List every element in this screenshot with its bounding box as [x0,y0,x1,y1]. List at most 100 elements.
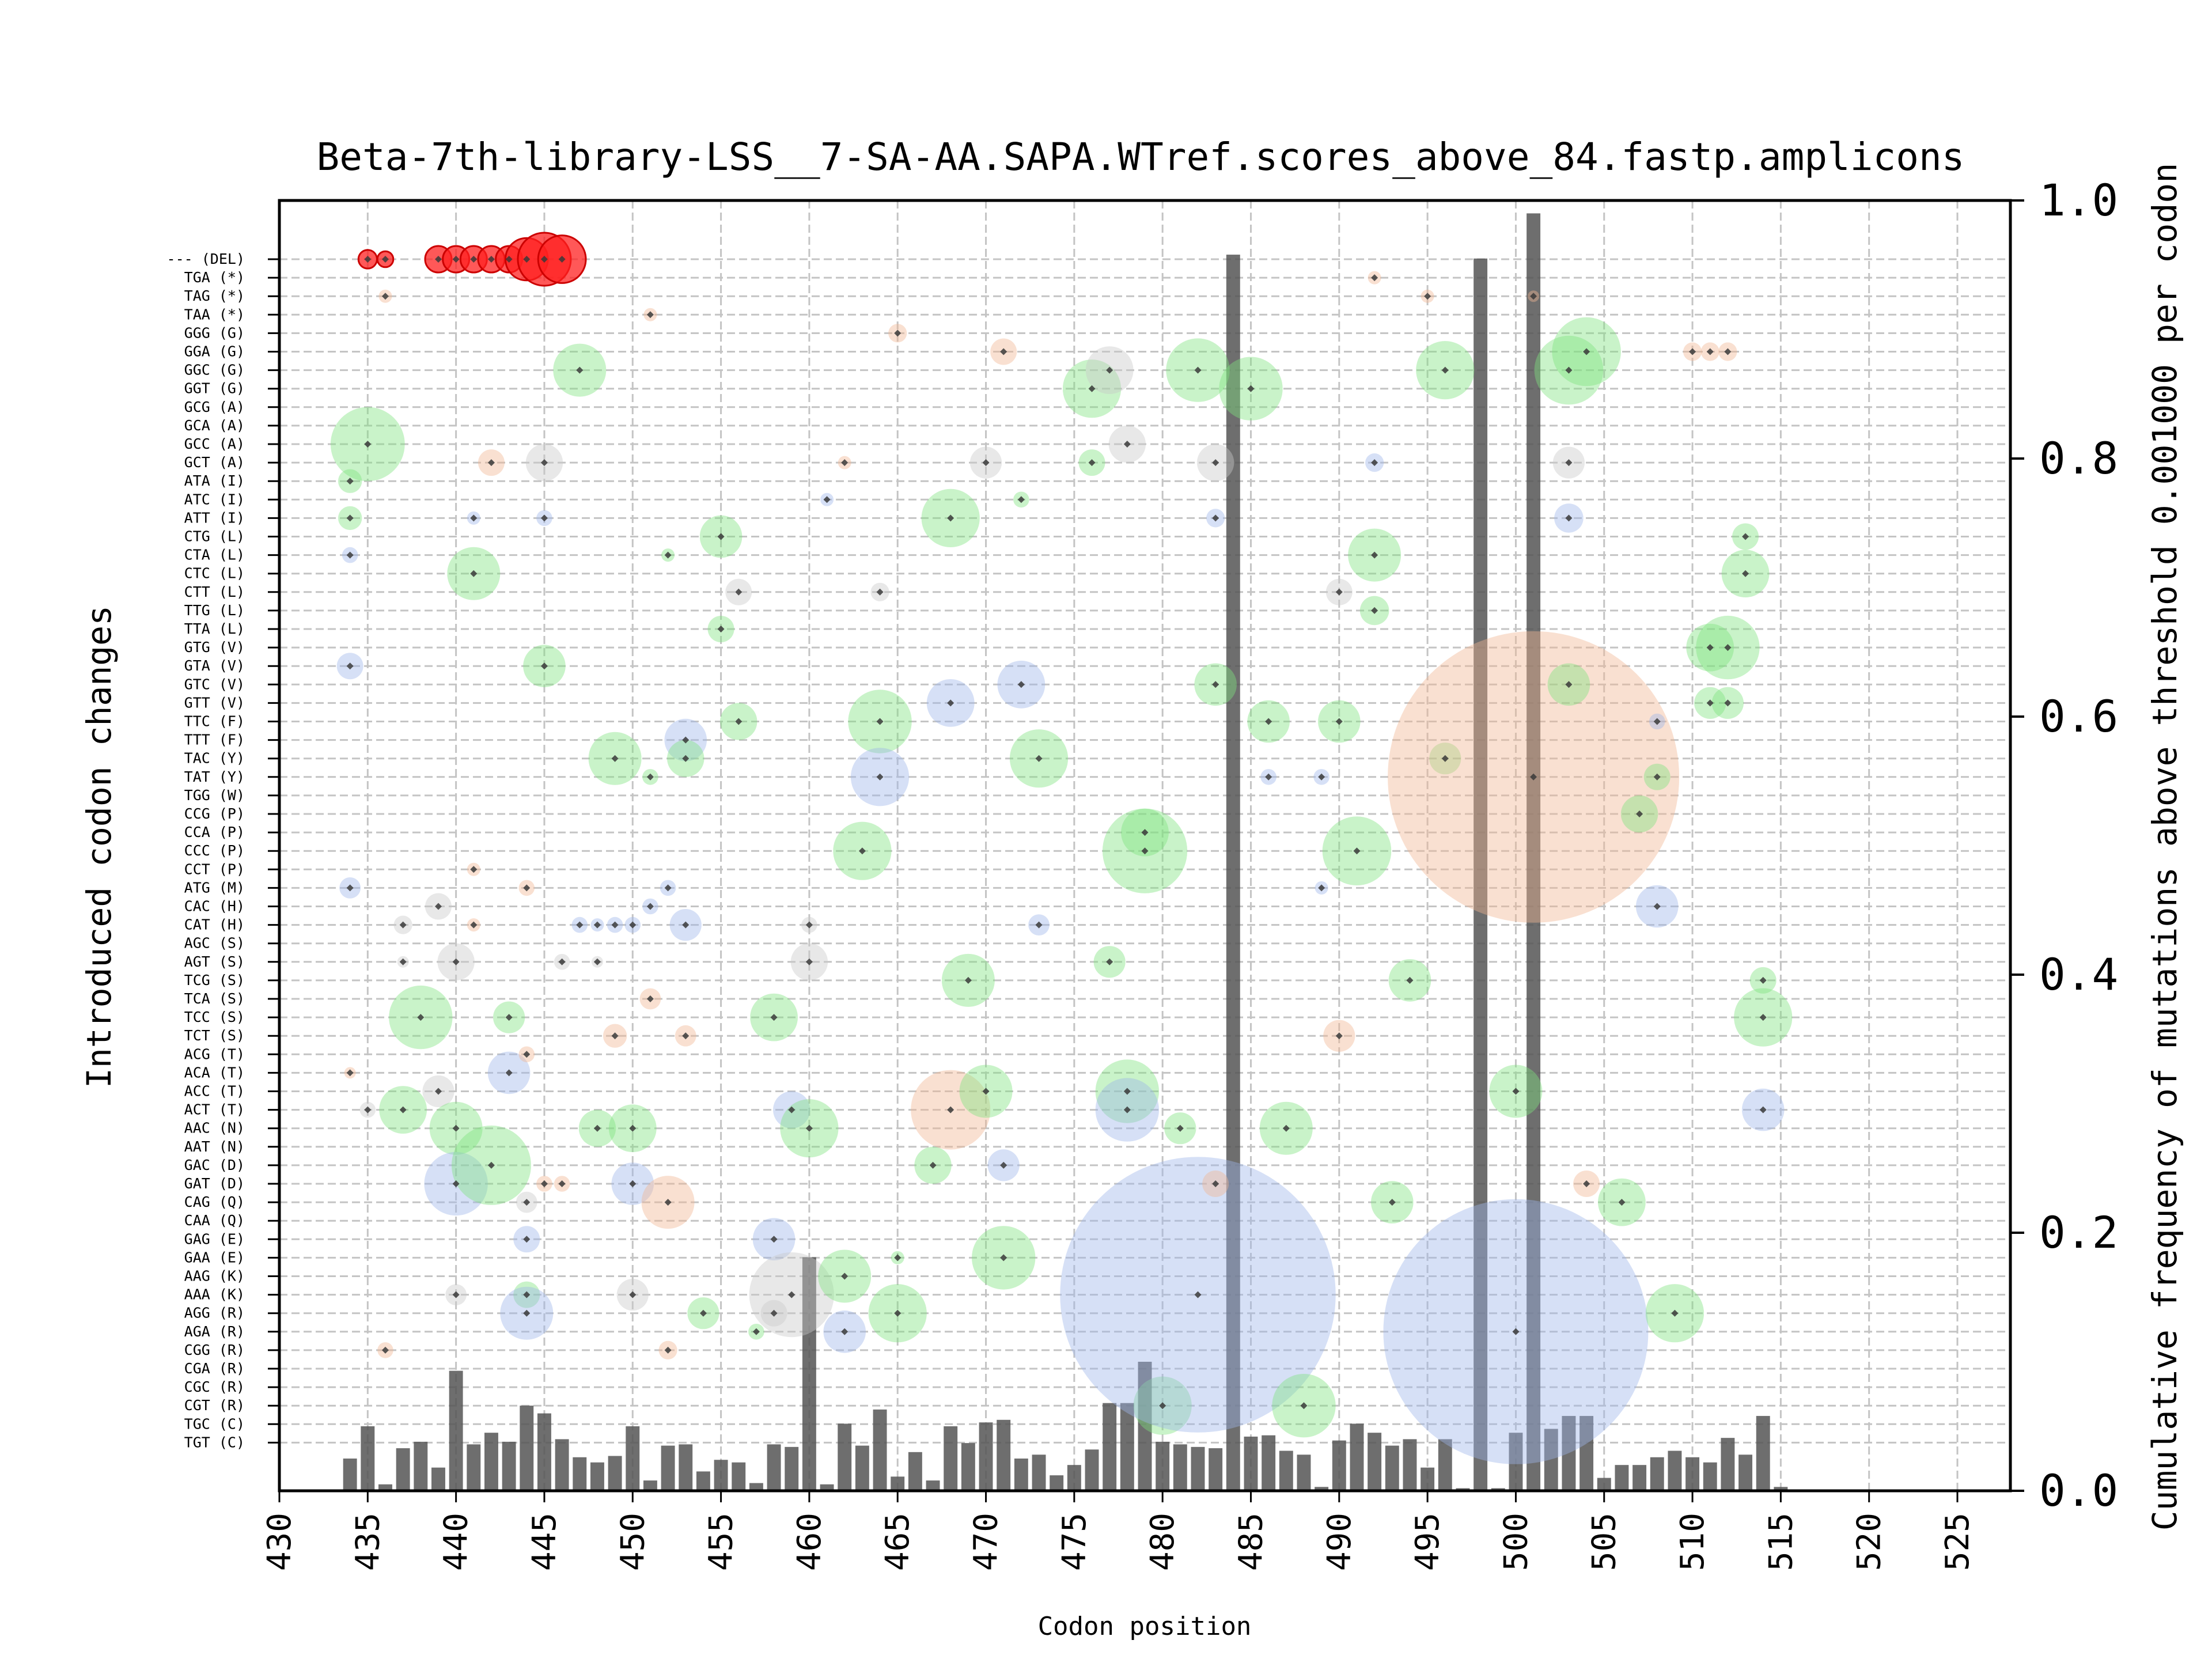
codon-tick-label: GCA (A) [184,417,245,434]
frequency-bar [944,1426,958,1491]
codon-tick-label: GGG (G) [184,324,245,341]
frequency-bar [643,1480,657,1491]
point-center-marker [1388,1199,1396,1206]
frequency-bar [467,1444,481,1491]
codon-tick-label: GAT (D) [184,1175,245,1192]
codon-tick-label: TAA (*) [184,306,245,323]
frequency-bar [1315,1487,1329,1491]
frequency-bar [1597,1478,1611,1491]
point-center-marker [1724,644,1732,652]
point-center-marker [1583,348,1590,355]
codon-tick-label: GGA (G) [184,343,245,360]
point-center-marker [434,1088,442,1095]
point-center-marker [611,1032,619,1040]
frequency-bar [1615,1465,1629,1491]
chart-title: Beta-7th-library-LSS__7-SA-AA.SAPA.WTref… [317,135,1965,179]
codon-tick-label: ACA (T) [184,1064,245,1081]
position-tick-label: 485 [1232,1513,1270,1571]
frequency-bar [1580,1416,1594,1491]
point-center-marker [858,847,866,855]
point-center-marker [434,903,442,910]
grid [278,200,2010,1491]
point-center-marker [346,551,354,559]
point-center-marker [1035,921,1043,929]
point-center-marker [1141,829,1149,836]
point-center-marker [540,256,548,263]
point-center-marker [1671,1309,1679,1317]
frequency-bar [1244,1436,1258,1491]
frequency-bar [537,1413,551,1491]
point-center-marker [558,1180,566,1187]
point-center-marker [947,699,955,707]
point-center-marker [929,1161,937,1169]
frequency-bar [1279,1450,1293,1491]
point-center-marker [523,1051,531,1058]
frequency-bar [520,1406,534,1491]
codon-tick-label: CAG (Q) [184,1194,245,1210]
frequency-bar [626,1426,640,1491]
point-center-marker [540,514,548,522]
point-center-marker [540,459,548,467]
point-center-marker [982,459,990,467]
codon-tick-label: CGT (R) [184,1397,245,1414]
codon-tick-label: TGC (C) [184,1415,245,1432]
point-center-marker [717,626,725,632]
frequency-tick-label: 0.2 [2039,1207,2118,1258]
point-center-marker [1265,718,1272,725]
frequency-bar [343,1459,357,1491]
point-center-marker [1123,1088,1131,1095]
point-center-marker [1212,1180,1219,1187]
point-center-marker [894,1254,902,1262]
point-center-marker [1706,348,1714,355]
plot-frame [278,199,2012,1493]
codon-tick-label: CTT (L) [184,584,245,600]
position-tick-label: 450 [614,1513,652,1571]
point-center-marker [664,1346,672,1354]
point-center-marker [1706,644,1714,652]
codon-tick-label: GCG (A) [184,399,245,415]
point-center-marker [876,718,884,725]
frequency-bar [1014,1459,1028,1491]
point-center-marker [735,588,743,596]
codon-tick-label: ACT (T) [184,1101,245,1118]
point-center-marker [1759,1014,1767,1021]
frequency-bar [361,1426,375,1491]
point-center-marker [452,1291,460,1298]
frequency-bar [891,1476,905,1491]
position-tick-label: 465 [879,1513,916,1571]
point-center-marker [1371,274,1378,282]
point-center-marker [841,1328,849,1335]
point-center-marker [1530,293,1537,300]
frequency-bar [1297,1455,1311,1491]
point-center-marker [717,533,725,540]
codon-tick-label: TGT (C) [184,1434,245,1450]
point-center-marker [1424,293,1431,300]
point-center-marker [452,256,460,263]
point-center-marker [470,570,478,577]
codon-tick-label: GAA (E) [184,1249,245,1266]
codon-tick-label: TTA (L) [184,620,245,637]
point-center-marker [947,1106,955,1113]
frequency-bar [1191,1446,1205,1491]
point-center-marker [1618,1199,1626,1206]
codon-tick-label: CGA (R) [184,1360,245,1377]
position-tick-label: 480 [1144,1513,1181,1571]
frequency-bar [1668,1450,1682,1491]
position-tick-label: 445 [526,1513,563,1571]
codon-tick-label: TCC (S) [184,1009,245,1025]
point-center-marker [576,921,584,929]
frequency-bar [979,1422,993,1491]
point-center-marker [1530,773,1537,781]
position-tick-label: 520 [1851,1513,1888,1571]
codon-tick-label: --- (DEL) [167,251,245,267]
point-center-marker [1017,496,1025,503]
point-center-marker [1247,385,1255,392]
frequency-bar [396,1448,410,1491]
point-center-marker [629,1291,637,1298]
point-center-marker [611,755,619,762]
frequency-bar [1085,1449,1099,1491]
point-center-marker [1000,1161,1007,1169]
codon-tick-label: CCA (P) [184,824,245,840]
point-center-marker [1300,1402,1308,1410]
point-center-marker [364,441,372,448]
